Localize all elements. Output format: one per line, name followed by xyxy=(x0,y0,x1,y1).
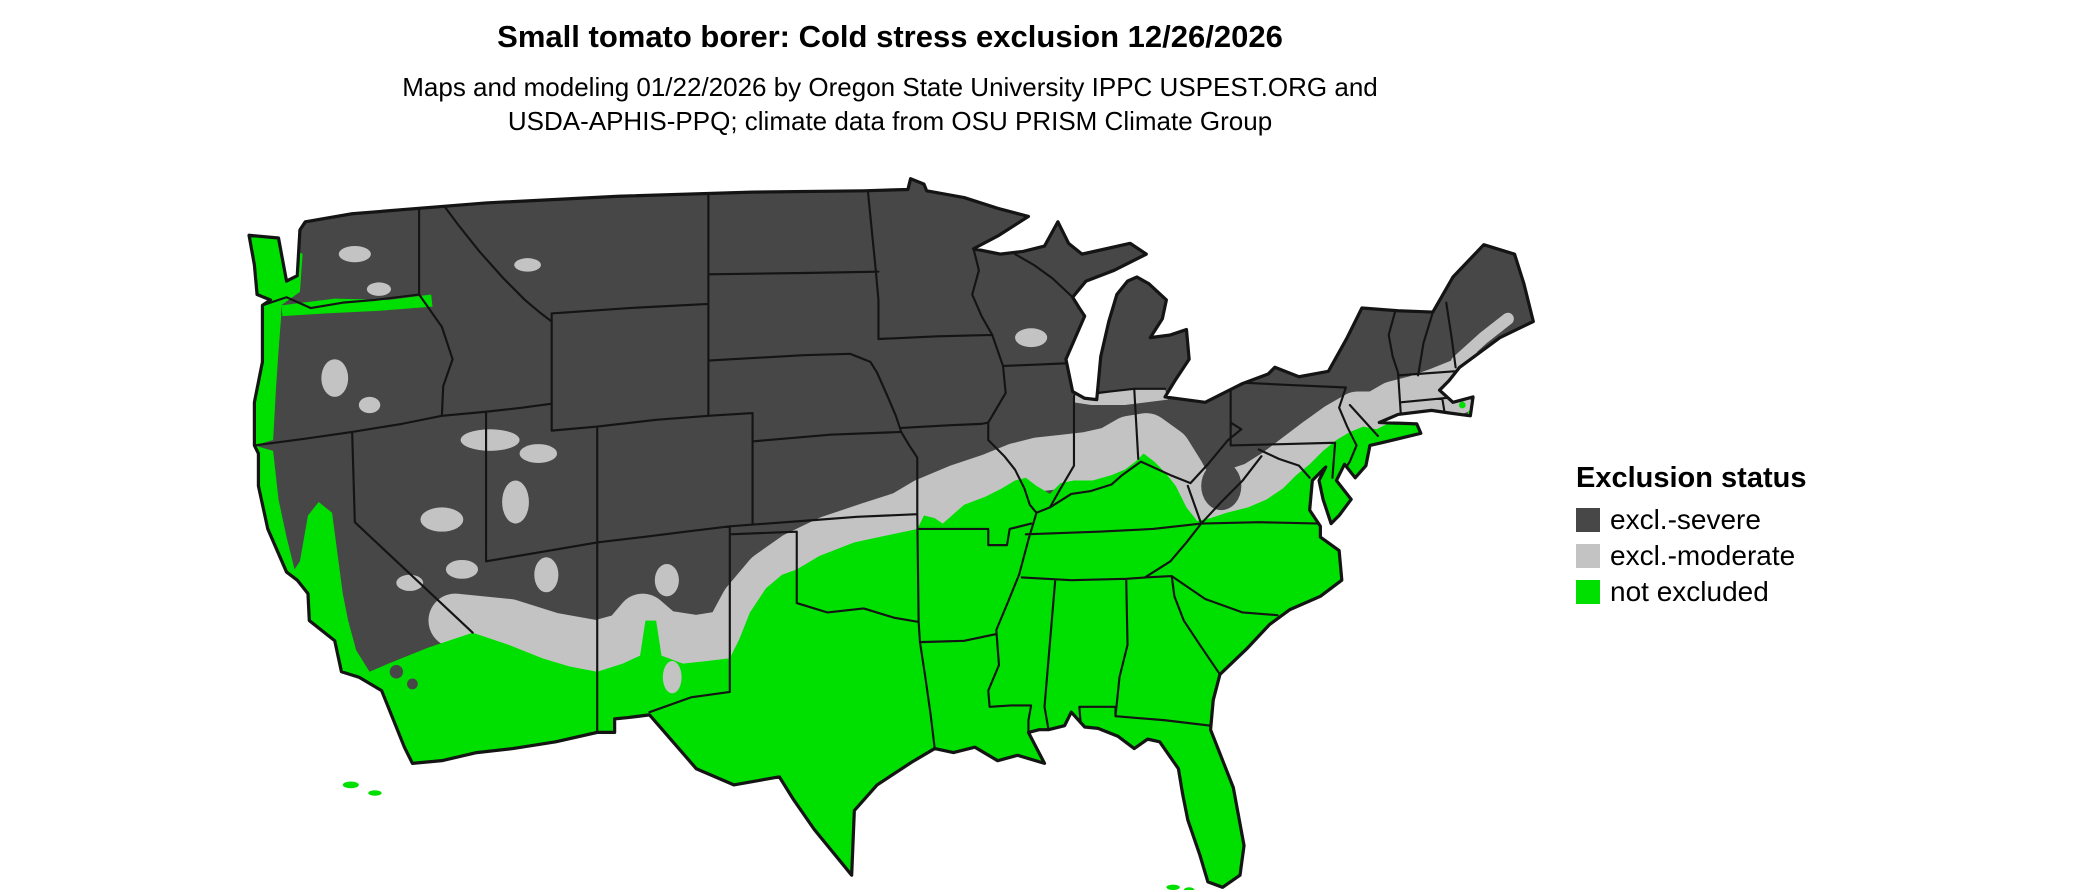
moderate-mottle-patches xyxy=(321,246,1048,597)
legend-item-moderate: excl.-moderate xyxy=(1576,541,1806,571)
us-outline xyxy=(247,177,1535,889)
legend-item-not-excluded: not excluded xyxy=(1576,577,1806,607)
moderate-over-green-patches xyxy=(555,642,682,694)
map-header: Small tomato borer: Cold stress exclusio… xyxy=(0,18,1780,138)
legend-label-severe: excl.-severe xyxy=(1610,504,1761,535)
page-title: Small tomato borer: Cold stress exclusio… xyxy=(497,19,1283,54)
legend-label-moderate: excl.-moderate xyxy=(1610,540,1796,571)
state-borders xyxy=(253,188,1459,750)
legend-swatch-moderate xyxy=(1576,544,1600,568)
map-figure xyxy=(241,176,1540,890)
legend-item-severe: excl.-severe xyxy=(1576,505,1806,535)
subtitle-line-1: Maps and modeling 01/22/2026 by Oregon S… xyxy=(402,72,1378,102)
legend-swatch-severe xyxy=(1576,508,1600,532)
legend-label-not-excluded: not excluded xyxy=(1610,576,1769,607)
map-subtitle: Maps and modeling 01/22/2026 by Oregon S… xyxy=(0,70,1780,138)
subtitle-line-2: USDA-APHIS-PPQ; climate data from OSU PR… xyxy=(507,106,1273,136)
zone-not-excluded-pacific-coast-strip xyxy=(249,235,303,446)
legend: Exclusion status excl.-severe excl.-mode… xyxy=(1576,462,1806,613)
zone-moderate-band xyxy=(428,343,1534,675)
severe-mottle-patches xyxy=(389,461,1242,690)
offshore-islands xyxy=(342,781,1195,890)
zone-moderate-maine-coast xyxy=(1450,312,1514,368)
legend-swatch-not-excluded xyxy=(1576,580,1600,604)
us-exclusion-map xyxy=(247,177,1535,890)
zone-not-excluded-columbia-valley xyxy=(281,294,433,317)
legend-title: Exclusion status xyxy=(1576,462,1807,494)
